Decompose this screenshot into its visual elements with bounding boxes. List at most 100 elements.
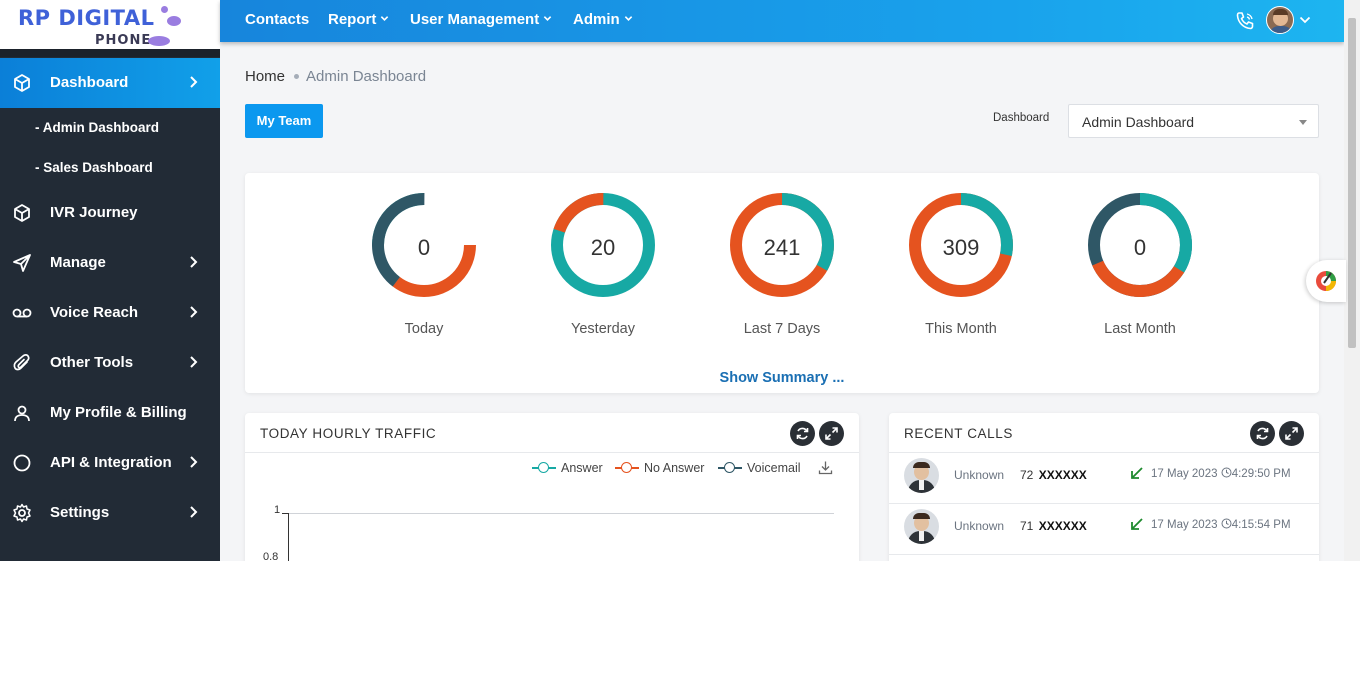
- voicemail-icon: [12, 308, 32, 318]
- call-row[interactable]: Unknown 71 XXXXXX 17 May 2023 4:15:54 PM: [889, 504, 1319, 555]
- sidebar-item-label: Dashboard: [50, 74, 129, 91]
- caret-down-icon: [1299, 120, 1307, 125]
- logo[interactable]: RP DIGITAL PHONE: [0, 0, 220, 49]
- stat-value: 20: [590, 235, 616, 260]
- expand-button[interactable]: [1279, 421, 1304, 446]
- breadcrumb-separator: [294, 73, 300, 79]
- caller-avatar: [904, 509, 939, 544]
- nav-contacts[interactable]: Contacts: [245, 11, 309, 28]
- nav-report[interactable]: Report: [328, 11, 389, 28]
- legend-no-answer[interactable]: No Answer: [615, 461, 704, 475]
- nav-label: Contacts: [245, 11, 310, 28]
- color-picker-icon: [1316, 271, 1336, 291]
- show-summary-link[interactable]: Show Summary ...: [719, 370, 845, 386]
- gridline: [288, 513, 834, 514]
- legend-label: No Answer: [644, 461, 705, 475]
- stat-value: 241: [763, 235, 801, 260]
- breadcrumb-current: Admin Dashboard: [306, 68, 427, 85]
- stat-this-month[interactable]: 309 This Month: [891, 193, 1031, 343]
- chevron-right-icon: [190, 356, 198, 368]
- logo-dot: [161, 6, 168, 13]
- call-stats-card: 0 Today 20 Yesterday 241 Last 7 Days 3: [245, 173, 1319, 393]
- legend-marker-icon: [615, 462, 639, 474]
- download-icon[interactable]: [818, 460, 833, 475]
- clock-icon: [1221, 467, 1232, 478]
- donut-chart: [551, 193, 655, 297]
- dashboard-select[interactable]: Admin Dashboard: [1068, 104, 1319, 138]
- chevron-down-icon: [624, 16, 632, 21]
- donut-chart: [730, 193, 834, 297]
- scrollbar-thumb[interactable]: [1348, 18, 1356, 348]
- dashboard-select-value: Admin Dashboard: [1082, 114, 1195, 130]
- nav-label: User Management: [410, 11, 540, 28]
- expand-icon: [825, 427, 838, 440]
- call-time: 4:29:50 PM: [1231, 468, 1291, 480]
- sidebar-item-settings[interactable]: Settings: [0, 488, 220, 538]
- stat-label: Yesterday: [571, 321, 635, 337]
- incoming-call-icon: [1131, 518, 1143, 530]
- card-title: RECENT CALLS: [904, 426, 1013, 441]
- sidebar-item-label: Voice Reach: [50, 304, 139, 321]
- breadcrumb-home[interactable]: Home: [245, 68, 286, 85]
- call-row[interactable]: Unknown 72 XXXXXX 17 May 2023 4:29:50 PM: [889, 453, 1319, 504]
- refresh-button[interactable]: [1250, 421, 1275, 446]
- legend-answer[interactable]: Answer: [532, 461, 603, 475]
- legend-label: Voicemail: [747, 461, 801, 475]
- avatar[interactable]: [1266, 6, 1294, 34]
- sidebar-item-profile-billing[interactable]: My Profile & Billing: [0, 388, 220, 438]
- my-team-button[interactable]: My Team: [245, 104, 323, 138]
- stat-label: Today: [404, 321, 444, 337]
- refresh-button[interactable]: [790, 421, 815, 446]
- dashboard-select-label: Dashboard: [993, 112, 1050, 124]
- stat-last-month[interactable]: 0 Last Month: [1070, 193, 1210, 343]
- phone-icon[interactable]: [1235, 11, 1255, 31]
- sidebar-item-label: My Profile & Billing: [50, 404, 187, 421]
- nav-user-management[interactable]: User Management: [410, 11, 552, 28]
- sidebar-item-voice-reach[interactable]: Voice Reach: [0, 288, 220, 338]
- floating-widget-button[interactable]: [1306, 260, 1346, 302]
- caller-number: 72 XXXXXX: [1020, 468, 1087, 482]
- stat-value: 0: [1133, 235, 1147, 260]
- sidebar-item-manage[interactable]: Manage: [0, 238, 220, 288]
- sidebar-subitem-sales-dashboard[interactable]: - Sales Dashboard: [35, 160, 153, 175]
- sidebar-item-dashboard[interactable]: Dashboard: [0, 58, 220, 108]
- scrollbar[interactable]: [1344, 0, 1360, 561]
- nav-label: Report: [328, 11, 377, 28]
- nav-admin[interactable]: Admin: [573, 11, 633, 28]
- stat-value: 309: [942, 235, 980, 260]
- donut-chart: [1088, 193, 1192, 297]
- card-divider: [889, 452, 1319, 453]
- sidebar-item-ivr-journey[interactable]: IVR Journey: [0, 188, 220, 238]
- sidebar-item-api-integration[interactable]: API & Integration: [0, 438, 220, 488]
- chevron-right-icon: [190, 506, 198, 518]
- stat-label: Last 7 Days: [743, 321, 821, 337]
- expand-button[interactable]: [819, 421, 844, 446]
- legend-voicemail[interactable]: Voicemail: [718, 461, 801, 475]
- stat-value: 0: [417, 235, 431, 260]
- sidebar-divider: [0, 49, 220, 57]
- send-icon: [13, 254, 31, 272]
- nav-label: Admin: [573, 11, 620, 28]
- sidebar-subitem-admin-dashboard[interactable]: - Admin Dashboard: [35, 120, 160, 135]
- stat-last-7-days[interactable]: 241 Last 7 Days: [712, 193, 852, 343]
- chevron-down-icon[interactable]: [1299, 15, 1311, 25]
- sidebar-item-other-tools[interactable]: Other Tools: [0, 338, 220, 388]
- logo-text: RP DIGITAL: [18, 6, 155, 30]
- donut-chart: [372, 193, 476, 297]
- hourly-traffic-card: TODAY HOURLY TRAFFIC Answer No Answer Vo…: [245, 413, 859, 561]
- caller-number-prefix: 72: [1020, 468, 1034, 482]
- stat-yesterday[interactable]: 20 Yesterday: [533, 193, 673, 343]
- call-timestamp: 17 May 2023 4:29:50 PM: [1151, 467, 1291, 480]
- chevron-down-icon: [381, 16, 389, 21]
- card-title: TODAY HOURLY TRAFFIC: [260, 426, 437, 441]
- breadcrumb: Home Admin Dashboard: [245, 68, 426, 85]
- user-icon: [14, 405, 30, 422]
- y-tick-label: 1: [274, 504, 281, 516]
- legend-label: Answer: [561, 461, 603, 475]
- stat-today[interactable]: 0 Today: [354, 193, 494, 343]
- chevron-right-icon: [190, 306, 198, 318]
- sidebar: RP DIGITAL PHONE Dashboard - Admin Dashb…: [0, 0, 220, 561]
- sidebar-item-label: Manage: [50, 254, 106, 271]
- legend-marker-icon: [532, 462, 556, 474]
- refresh-icon: [796, 427, 809, 440]
